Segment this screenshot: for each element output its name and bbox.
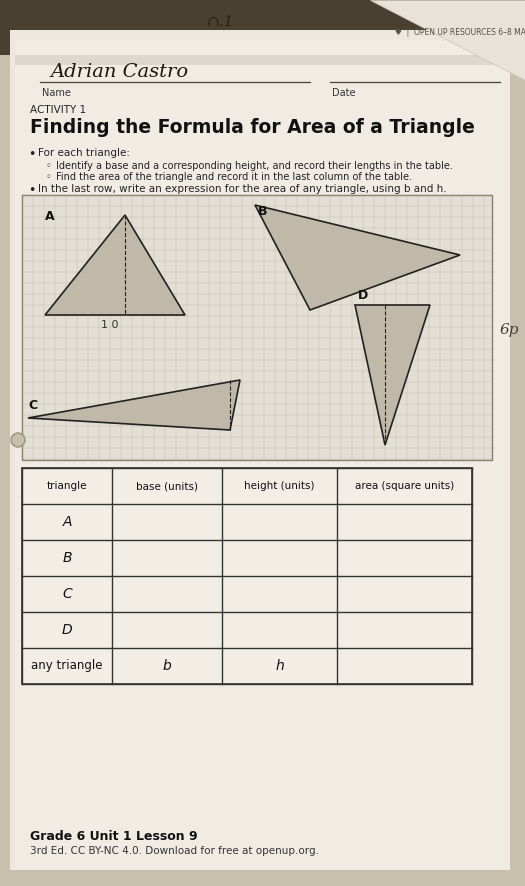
Text: C: C [28, 399, 37, 412]
Text: 3rd Ed. CC BY-NC 4.0. Download for free at openup.org.: 3rd Ed. CC BY-NC 4.0. Download for free … [30, 846, 319, 856]
Text: D: D [358, 289, 368, 302]
Text: any triangle: any triangle [32, 659, 103, 672]
Text: height (units): height (units) [244, 481, 315, 491]
Text: ∩.1: ∩.1 [206, 15, 234, 29]
Text: area (square units): area (square units) [355, 481, 454, 491]
Text: 1 0: 1 0 [101, 320, 119, 330]
Polygon shape [370, 0, 525, 80]
Polygon shape [255, 205, 460, 310]
Text: ♥  |  OPEN UP RESOURCES 6–8 MATH: ♥ | OPEN UP RESOURCES 6–8 MATH [395, 27, 525, 36]
Text: Date: Date [332, 88, 355, 98]
Text: Identify a base and a corresponding height, and record their lengths in the tabl: Identify a base and a corresponding heig… [56, 161, 453, 171]
Text: Finding the Formula for Area of a Triangle: Finding the Formula for Area of a Triang… [30, 118, 475, 137]
Text: A: A [62, 515, 72, 529]
Text: A: A [45, 210, 55, 223]
Bar [15, 55, 510, 65]
Text: b: b [163, 659, 171, 673]
Text: Adrian Castro: Adrian Castro [50, 63, 188, 81]
Text: •: • [28, 184, 35, 197]
Text: ACTIVITY 1: ACTIVITY 1 [30, 105, 86, 115]
Text: h: h [275, 659, 284, 673]
Circle shape [11, 433, 25, 447]
Circle shape [13, 434, 24, 446]
Bar [22, 195, 492, 460]
Text: ◦: ◦ [46, 161, 52, 171]
Text: base (units): base (units) [136, 481, 198, 491]
Text: D: D [62, 623, 72, 637]
Polygon shape [355, 305, 430, 445]
Text: For each triangle:: For each triangle: [38, 148, 130, 158]
Text: Name: Name [42, 88, 71, 98]
Bar [0, 0, 525, 55]
Text: ◦: ◦ [46, 172, 52, 182]
Text: C: C [62, 587, 72, 601]
Text: B: B [258, 205, 268, 218]
Bar [22, 468, 472, 684]
Text: In the last row, write an expression for the area of any triangle, using b and h: In the last row, write an expression for… [38, 184, 447, 194]
Text: •: • [28, 148, 35, 161]
Text: B: B [62, 551, 72, 565]
Polygon shape [45, 215, 185, 315]
Text: Grade 6 Unit 1 Lesson 9: Grade 6 Unit 1 Lesson 9 [30, 830, 197, 843]
Text: Find the area of the triangle and record it in the last column of the table.: Find the area of the triangle and record… [56, 172, 412, 182]
Text: 6p: 6p [500, 323, 520, 337]
Polygon shape [28, 380, 240, 430]
Text: triangle: triangle [47, 481, 87, 491]
